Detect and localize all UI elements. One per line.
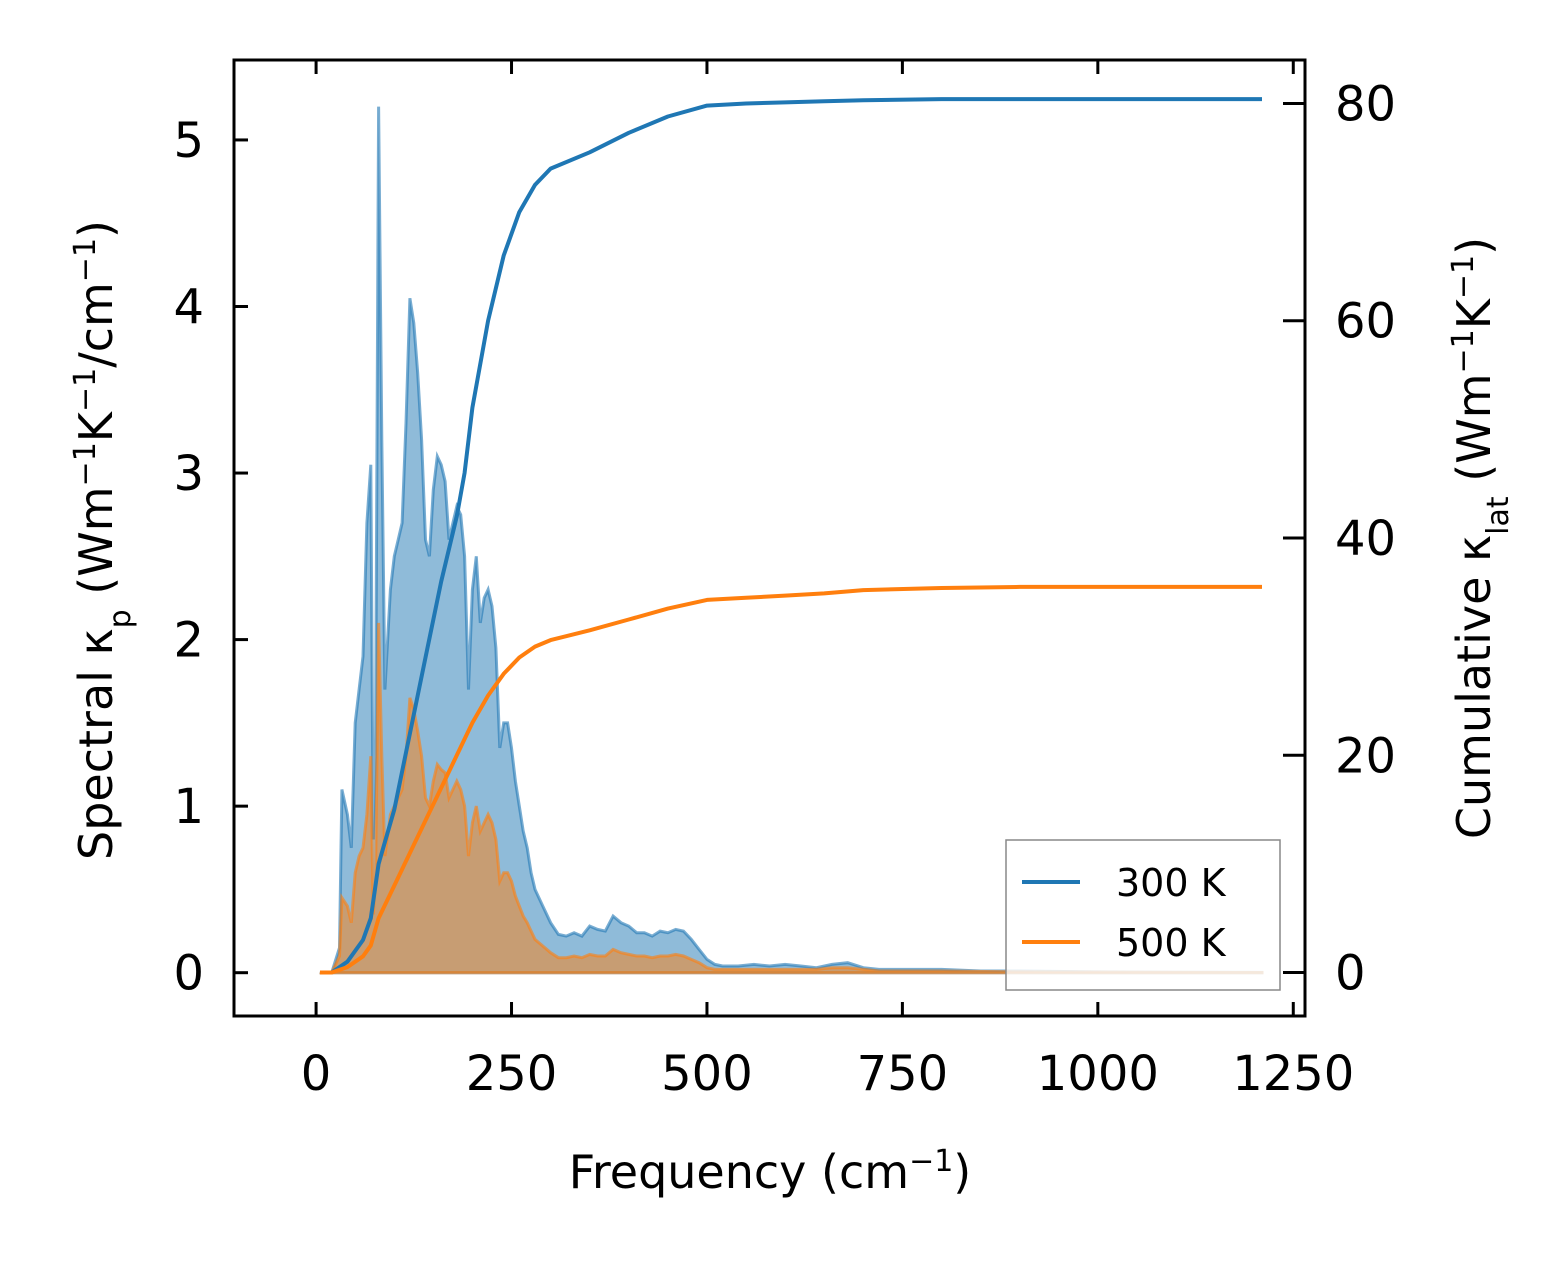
y-right-axis-label: Cumulative κlat (Wm−1K−1) [1446, 237, 1516, 839]
legend-box [1005, 839, 1281, 991]
x-tick-label: 0 [301, 1046, 332, 1102]
legend-label-300k: 300 K [1116, 861, 1227, 905]
y-right-tick-label: 80 [1335, 76, 1396, 132]
y-left-axis-ticks: 0 1 2 3 4 5 [173, 113, 248, 1002]
y-right-tick-label: 0 [1335, 946, 1366, 1002]
cumulative-line-300k [320, 97, 1262, 975]
spectral-area-500k [319, 622, 1264, 975]
cumulative-line-500k [320, 584, 1262, 975]
y-right-axis-ticks: 0 20 40 60 80 [1283, 76, 1396, 1002]
y-left-tick-label: 2 [173, 613, 204, 669]
x-tick-label: 250 [466, 1046, 558, 1102]
legend-label-500k: 500 K [1116, 921, 1227, 965]
x-axis-ticks: 0 250 500 750 1000 1250 [301, 60, 1354, 1102]
legend: 300 K 500 K [1005, 839, 1281, 991]
x-tick-label: 750 [857, 1046, 949, 1102]
y-left-tick-label: 4 [173, 279, 204, 335]
spectral-fills [319, 106, 1264, 975]
y-right-tick-label: 20 [1335, 728, 1396, 784]
y-left-tick-label: 1 [173, 779, 204, 835]
x-tick-label: 1000 [1037, 1046, 1159, 1102]
y-left-tick-label: 5 [173, 113, 204, 169]
y-left-axis-label: Spectral κp (Wm−1K−1/cm−1) [68, 220, 138, 860]
y-left-tick-label: 0 [173, 946, 204, 1002]
y-left-tick-label: 3 [173, 446, 204, 502]
y-right-tick-label: 40 [1335, 511, 1396, 567]
series-lines [320, 97, 1262, 975]
x-tick-label: 1250 [1232, 1046, 1354, 1102]
y-right-tick-label: 60 [1335, 294, 1396, 350]
x-axis-label: Frequency (cm−1) [569, 1144, 972, 1200]
x-tick-label: 500 [661, 1046, 753, 1102]
